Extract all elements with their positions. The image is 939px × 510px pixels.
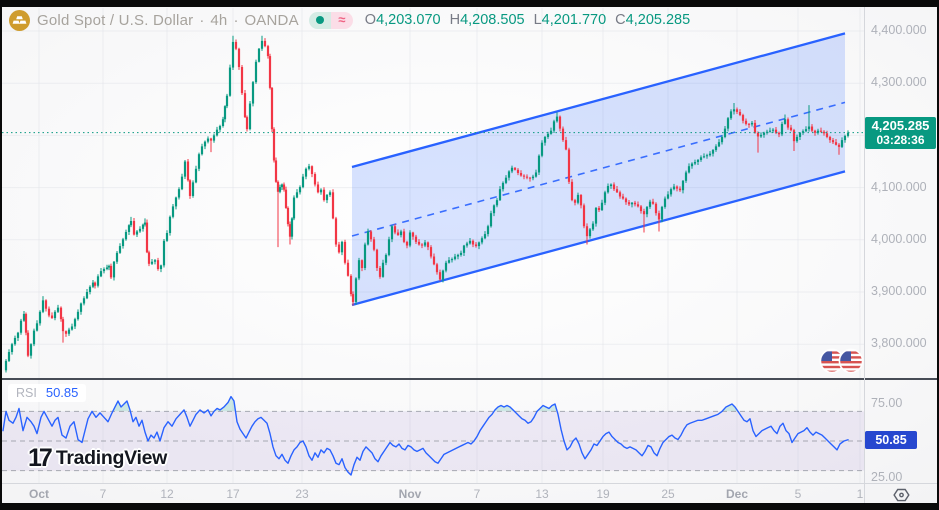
tradingview-logo-icon: 17 (28, 444, 53, 472)
settings-gear-icon[interactable] (893, 488, 910, 502)
bar-countdown: 03:28:36 (876, 133, 925, 148)
approx-icon: ≈ (338, 11, 346, 27)
open-value: 4,203.070 (376, 12, 441, 28)
market-status-pill[interactable] (308, 11, 331, 29)
separator: · (199, 11, 205, 29)
rsi-value-badge: 50.85 (865, 430, 917, 449)
symbol-title[interactable]: Gold Spot / U.S. Dollar (37, 11, 194, 29)
open-label: O (364, 12, 377, 28)
high-label: H (449, 12, 461, 28)
instrument-flags-watermark (819, 347, 865, 380)
tradingview-watermark[interactable]: 17 TradingView (28, 446, 167, 471)
window-frame-bottom (0, 503, 939, 510)
gold-symbol-icon (9, 9, 30, 31)
exchange-label[interactable]: OANDA (244, 11, 299, 29)
current-price: 4,205.285 (871, 118, 930, 134)
rsi-legend-chip[interactable]: RSI 50.85 (8, 384, 87, 402)
tradingview-brand-text: TradingView (55, 447, 168, 469)
rsi-badge-value: 50.85 (875, 432, 907, 447)
market-open-dot-icon (315, 16, 324, 24)
delayed-data-pill[interactable]: ≈ (330, 11, 353, 29)
current-price-badge: 4,205.285 03:28:36 (865, 116, 936, 149)
symbol-header: Gold Spot / U.S. Dollar · 4h · OANDA ≈ O… (9, 9, 690, 31)
low-label: L (533, 12, 542, 28)
ohlc-readout: O 4,203.070 H 4,208.505 L 4,201.770 C 4,205.… (365, 12, 690, 28)
rsi-label: RSI (16, 386, 37, 400)
close-value: 4,205.285 (625, 12, 691, 28)
separator: · (233, 11, 239, 29)
window-frame-left (0, 0, 2, 510)
high-value: 4,208.505 (460, 12, 525, 28)
window-frame-right (937, 0, 939, 510)
low-value: 4,201.770 (541, 12, 607, 28)
rsi-value: 50.85 (45, 385, 79, 400)
window-frame-top (0, 0, 939, 7)
close-label: C (615, 12, 626, 28)
interval-label[interactable]: 4h (210, 11, 228, 29)
